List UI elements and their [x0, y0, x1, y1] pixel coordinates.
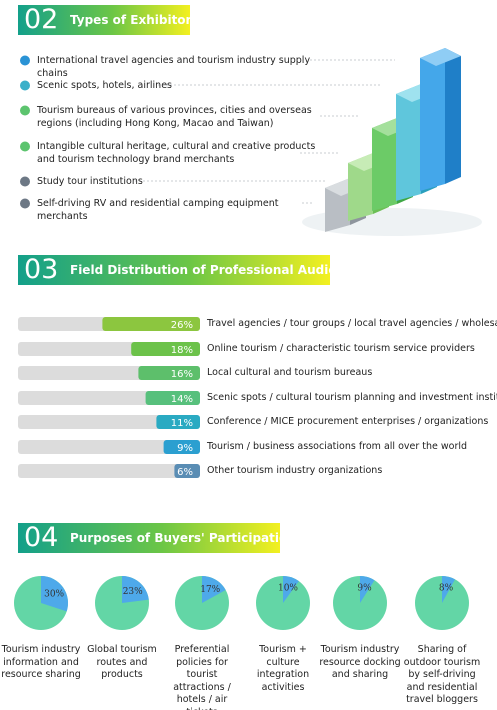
value-label: 26% [171, 320, 193, 331]
exhibitor-type: Self-driving RV and residential camping … [37, 198, 279, 222]
bar [138, 366, 200, 380]
pie-value-label: 17% [200, 585, 220, 595]
exhibitor-type: Scenic spots, hotels, airlines [37, 80, 172, 91]
section-title: Field Distribution of Professional Audie… [70, 263, 368, 277]
category-label: Tourism / business associations from all… [207, 441, 468, 452]
category-label: Scenic spots / cultural tourism planning… [207, 392, 497, 403]
bullet [20, 55, 30, 66]
category-label: Local cultural and tourism bureaus [207, 367, 373, 378]
pie-slice [202, 576, 226, 603]
bar [174, 464, 200, 478]
bullet [20, 80, 30, 91]
exhibitor-type: Study tour institutions [37, 176, 143, 187]
bullet [20, 105, 30, 116]
pie-slice [442, 576, 456, 603]
pie-slice [360, 576, 375, 603]
pie-value-label: 10% [278, 584, 298, 594]
value-label: 14% [171, 394, 193, 405]
bar-track [18, 440, 200, 454]
pie-category-label: Tourism industry resource docking and sh… [319, 644, 401, 680]
bullet [20, 198, 30, 209]
section-number: 04 [24, 522, 59, 553]
section-banner [18, 255, 330, 285]
exhibitor-type: International travel agencies and touris… [37, 55, 311, 79]
pie-category-label: Tourism industry information and resourc… [1, 644, 81, 680]
pie-slice [41, 576, 68, 612]
bullet [20, 176, 30, 187]
value-label: 9% [177, 443, 193, 454]
staircase-illustration [302, 48, 482, 236]
pie-value-label: 30% [44, 589, 64, 599]
pie-slice [122, 576, 149, 603]
pie-category-label: Sharing of outdoor tourism by self-drivi… [403, 644, 481, 705]
pie-value-label: 23% [123, 587, 143, 597]
pie-category-label: Global tourism routes and products [87, 644, 157, 680]
value-label: 16% [171, 369, 193, 380]
section-banner [18, 523, 280, 553]
bar [102, 317, 200, 331]
exhibitor-type: Intangible cultural heritage, cultural a… [37, 141, 316, 165]
section-title: Types of Exhibitors [70, 13, 199, 27]
section-banner [18, 5, 190, 35]
value-label: 18% [171, 345, 193, 356]
value-label: 11% [171, 418, 193, 429]
section-number: 02 [24, 4, 59, 35]
section-number: 03 [24, 254, 59, 285]
category-label: Online tourism / characteristic tourism … [207, 343, 475, 354]
category-label: Travel agencies / tour groups / local tr… [207, 318, 497, 329]
bar [156, 415, 200, 429]
bar-track [18, 464, 200, 478]
bullet [20, 141, 30, 152]
pie-category-label: Preferential policies for tourist attrac… [173, 644, 231, 710]
section-title: Purposes of Buyers' Participation [70, 531, 296, 545]
exhibitor-type: Tourism bureaus of various provinces, ci… [37, 105, 312, 129]
category-label: Conference / MICE procurement enterprise… [207, 416, 489, 427]
category-label: Other tourism industry organizations [207, 465, 383, 476]
pie-category-label: Tourism + culture integration activities [256, 644, 310, 693]
leader-lines [135, 59, 395, 204]
pie-slice [283, 576, 299, 603]
value-label: 6% [177, 467, 193, 478]
bar-track [18, 415, 200, 429]
pie-value-label: 9% [357, 583, 372, 593]
bar [163, 440, 200, 454]
pie-value-label: 8% [439, 583, 454, 593]
bar [145, 391, 200, 405]
bar [131, 342, 200, 356]
